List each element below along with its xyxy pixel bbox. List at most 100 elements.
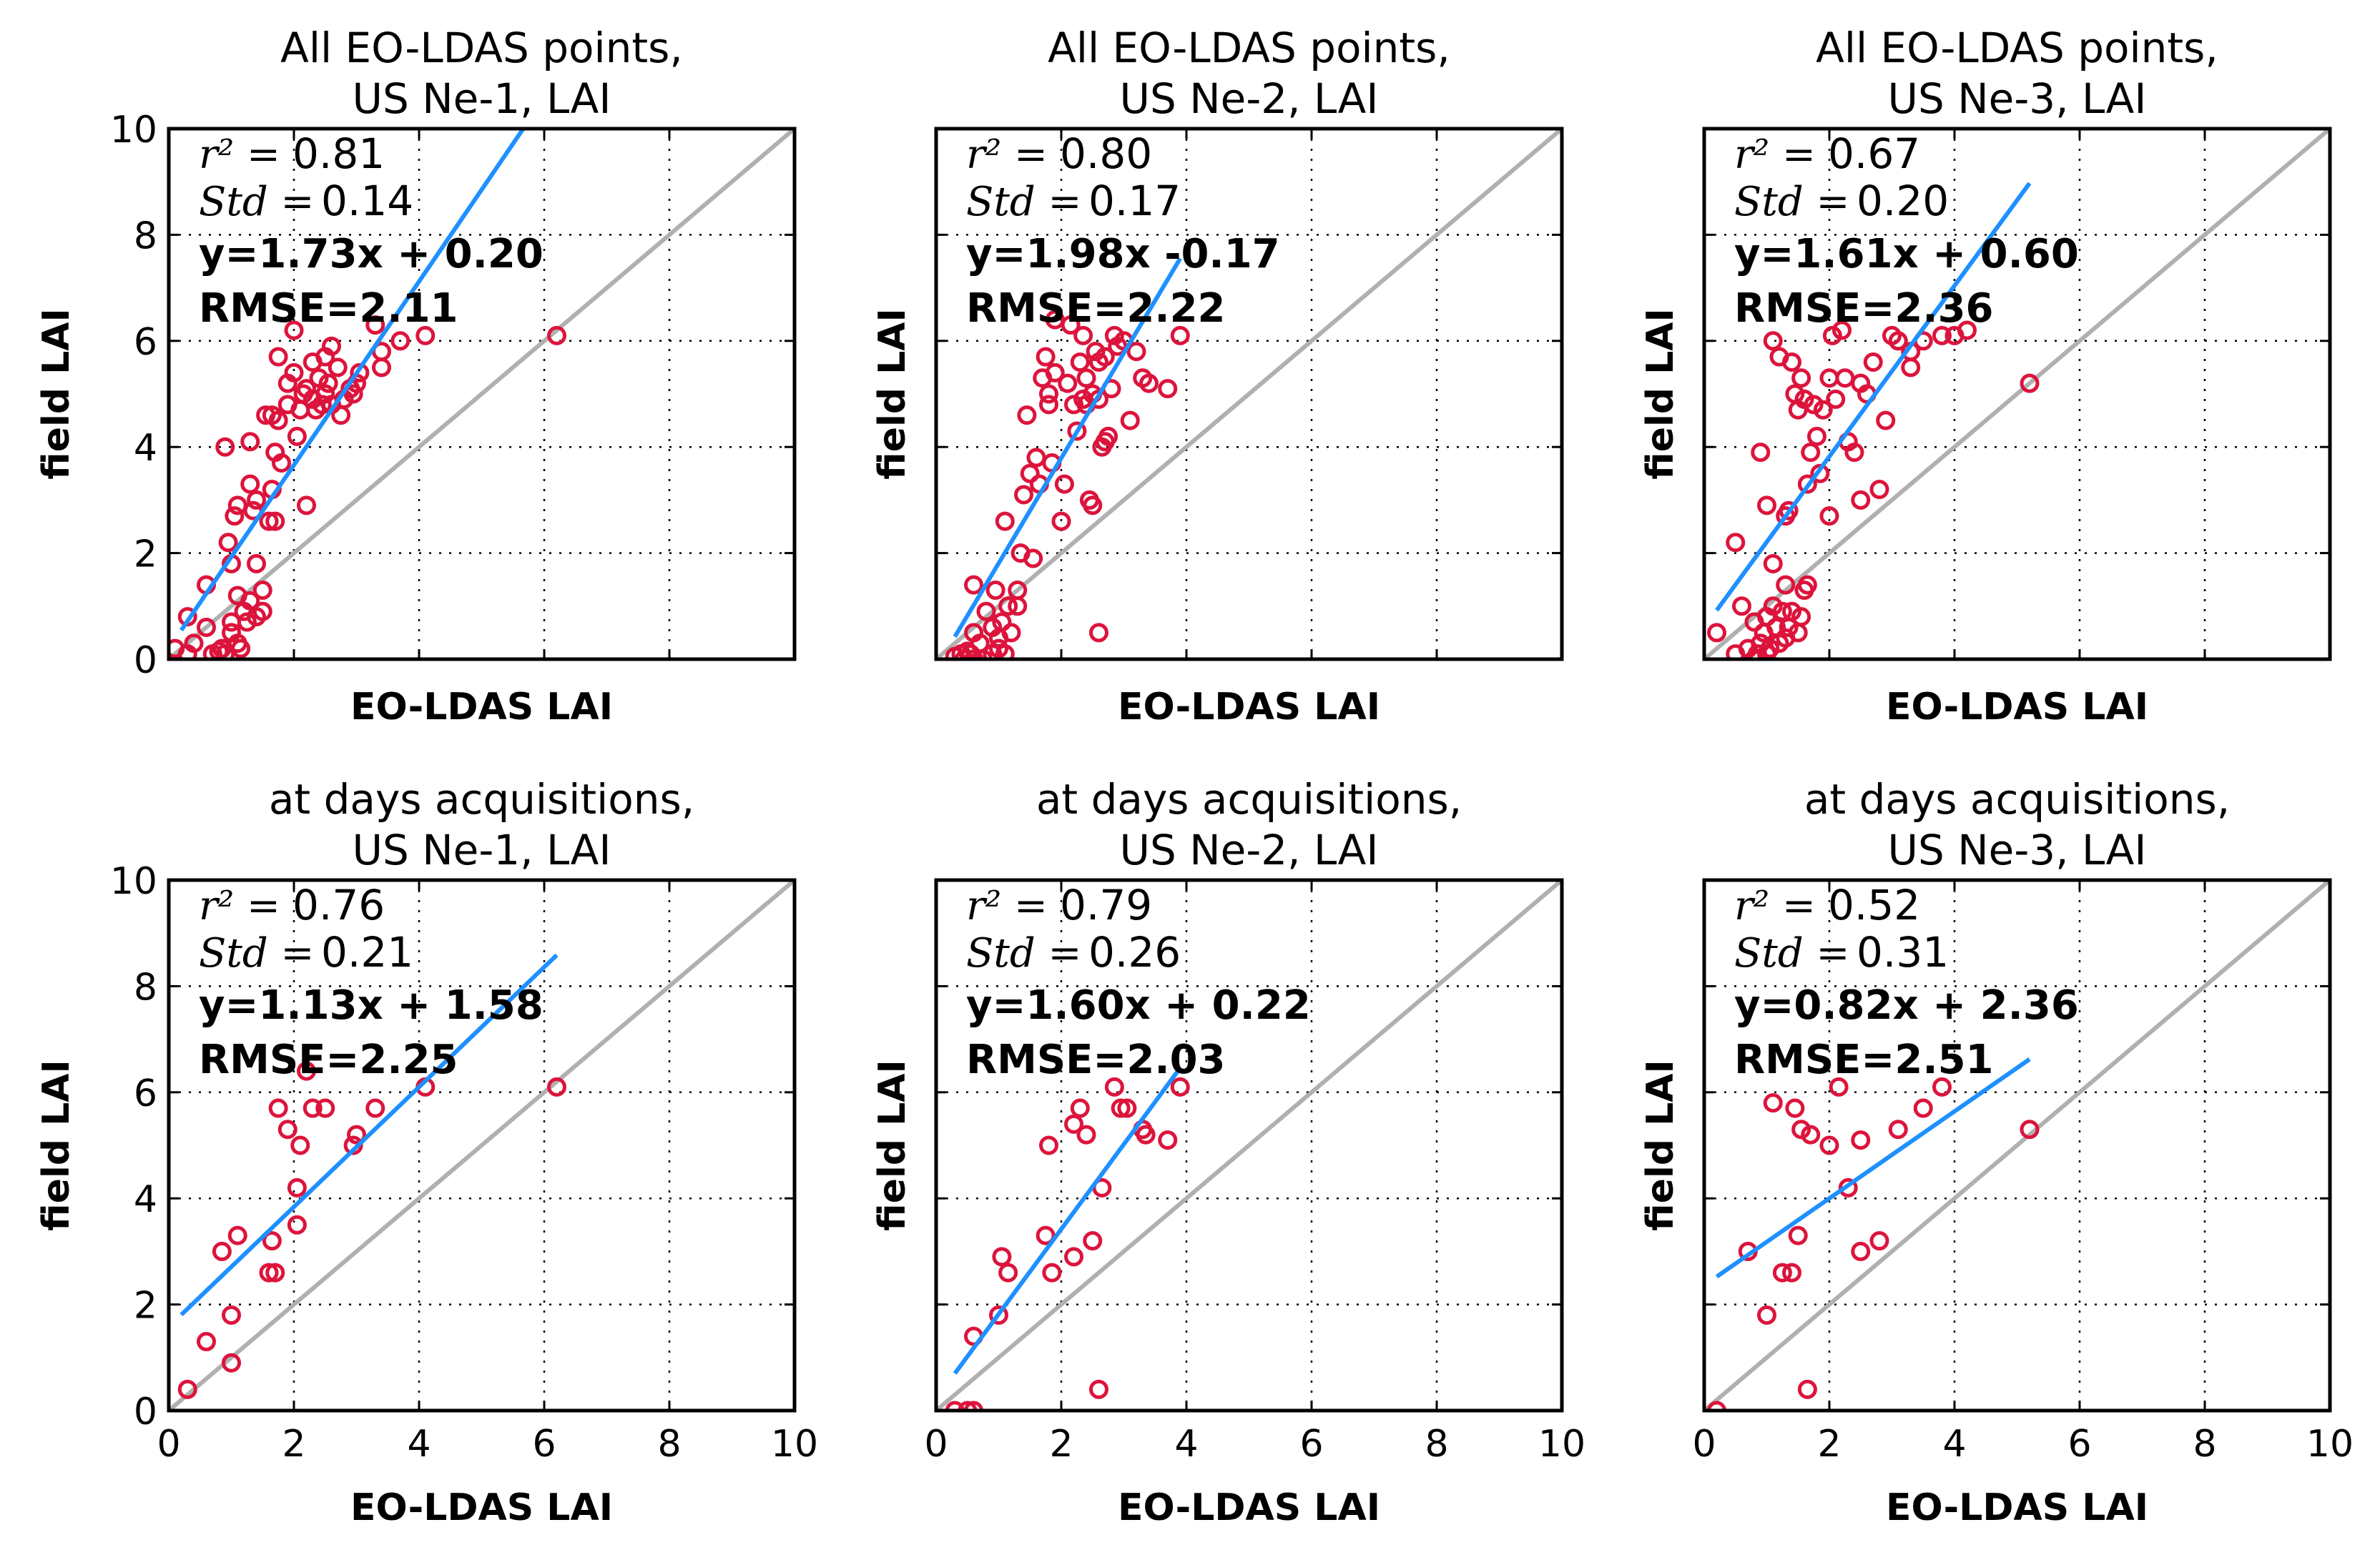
axes-frame <box>1702 127 2332 661</box>
data-point <box>1782 352 1801 372</box>
plot-area <box>936 880 1562 1411</box>
data-point <box>1139 373 1159 393</box>
plot-area <box>936 129 1562 659</box>
panel-title-line-1: All EO-LDAS points, <box>1048 24 1450 72</box>
x-tick-label: 10 <box>771 1423 818 1466</box>
data-point <box>1794 389 1814 409</box>
data-point <box>1844 443 1864 463</box>
y-tick-label: 8 <box>134 966 157 1009</box>
x-tick-label: 6 <box>532 1423 556 1466</box>
data-point <box>1819 506 1839 526</box>
std-value: 0.31 <box>1857 928 1949 977</box>
identity-line <box>936 129 1562 659</box>
data-point <box>985 581 1005 601</box>
regression-line <box>1715 182 2032 612</box>
r-squared-value: 0.81 <box>292 129 385 178</box>
axes-frame <box>167 878 797 1413</box>
x-tick-label: 0 <box>924 1423 948 1466</box>
r-squared-label: r² = <box>199 132 280 178</box>
data-point <box>259 1263 279 1283</box>
data-point <box>1036 347 1056 367</box>
data-point <box>1838 1178 1858 1198</box>
data-point <box>277 1120 298 1140</box>
panel-title-line-1: at days acquisitions, <box>1804 775 2230 824</box>
data-point <box>287 1215 307 1235</box>
regression-equation: y=1.61x + 0.60 <box>1734 231 2079 277</box>
data-point <box>1763 1093 1783 1113</box>
data-point <box>1932 1077 1952 1097</box>
data-point <box>1061 315 1081 335</box>
data-point <box>1744 649 1764 659</box>
axes-frame <box>1702 878 2332 1413</box>
plot-area <box>1704 880 2330 1411</box>
data-point <box>315 1098 335 1118</box>
regression-line <box>1715 1057 2031 1279</box>
x-axis-label: EO-LDAS LAI <box>350 1486 613 1529</box>
data-point <box>347 1125 366 1145</box>
std-label: Std = <box>966 930 1081 977</box>
y-tick-label: 0 <box>134 1391 157 1433</box>
data-point <box>240 432 260 452</box>
data-point <box>995 511 1015 531</box>
data-point <box>222 1305 241 1325</box>
data-point <box>1957 320 1977 340</box>
data-point <box>268 1098 288 1118</box>
panel-title-line-2: US Ne-2, LAI <box>1120 826 1379 874</box>
data-point <box>1851 1241 1871 1261</box>
data-point <box>1083 1231 1103 1251</box>
regression-line <box>180 953 559 1317</box>
x-axis-label: EO-LDAS LAI <box>1118 1486 1380 1529</box>
data-point <box>964 575 983 595</box>
data-point <box>297 495 316 515</box>
data-point <box>227 1225 247 1245</box>
x-axis-label: EO-LDAS LAI <box>1118 686 1380 729</box>
data-point <box>1779 500 1799 520</box>
identity-line <box>1704 129 2330 659</box>
y-axis-label: field LAI <box>871 1060 914 1231</box>
data-point <box>1089 1379 1108 1399</box>
panel-title-line-1: All EO-LDAS points, <box>1816 24 2218 72</box>
data-point <box>218 533 238 553</box>
regression-equation: y=1.60x + 0.22 <box>966 982 1311 1029</box>
panel-title-line-1: at days acquisitions, <box>269 775 694 824</box>
data-point <box>1732 596 1751 616</box>
panel-title-line-2: US Ne-3, LAI <box>1888 826 2147 874</box>
data-point <box>1076 1125 1096 1145</box>
data-point <box>265 1263 285 1283</box>
data-point <box>1776 575 1796 595</box>
std-value: 0.14 <box>321 177 413 225</box>
data-point <box>1158 379 1178 399</box>
data-point <box>1104 325 1124 345</box>
data-point <box>365 1098 385 1118</box>
data-point <box>1089 623 1108 643</box>
panel-title-line-2: US Ne-1, LAI <box>353 826 611 874</box>
panel-4: at days acquisitions,US Ne-1, LAI r² = 0.7… <box>35 775 818 1529</box>
data-point <box>284 362 304 382</box>
data-point <box>1772 601 1792 621</box>
x-tick-label: 2 <box>282 1423 305 1466</box>
data-point <box>1788 1225 1808 1245</box>
data-point <box>328 357 348 377</box>
data-point <box>1158 1130 1178 1150</box>
data-point <box>1782 1263 1801 1283</box>
data-point <box>222 1353 241 1373</box>
data-point <box>1058 373 1078 393</box>
data-point <box>1826 389 1846 409</box>
data-point <box>998 596 1018 616</box>
data-point <box>1797 575 1817 595</box>
axes-frame <box>934 127 1564 661</box>
data-point <box>1001 623 1021 643</box>
data-point <box>1170 1077 1190 1097</box>
data-point <box>1763 596 1783 616</box>
data-point <box>976 601 996 621</box>
data-point <box>1111 1098 1131 1118</box>
data-point <box>1136 1125 1156 1145</box>
std-value: 0.17 <box>1088 177 1181 225</box>
data-point <box>240 474 260 494</box>
data-point <box>318 373 338 393</box>
data-point <box>247 490 266 510</box>
x-tick-label: 8 <box>657 1423 681 1466</box>
